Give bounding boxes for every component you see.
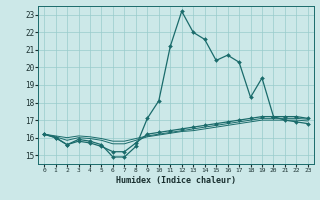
X-axis label: Humidex (Indice chaleur): Humidex (Indice chaleur) bbox=[116, 176, 236, 185]
